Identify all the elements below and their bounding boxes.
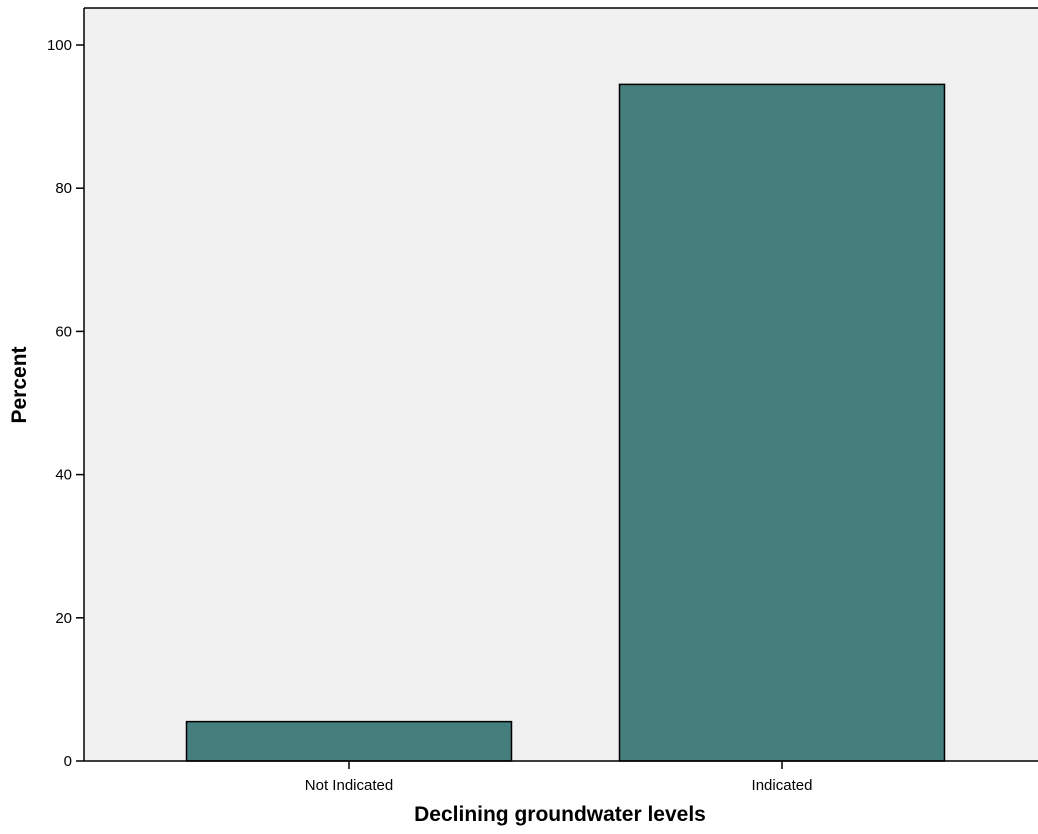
x-ticks: Not Indicated Indicated [305,761,813,794]
bar-not-indicated [185,720,513,762]
y-tick-label: 80 [55,180,72,197]
bar-indicated [618,83,946,762]
y-tick-label: 60 [55,323,72,340]
y-ticks: 0 20 40 60 80 100 [47,37,84,770]
y-tick-label: 40 [55,467,72,484]
y-tick-label: 20 [55,610,72,627]
bars-layer [185,83,946,762]
x-tick-label: Indicated [752,777,813,794]
y-tick-label: 0 [64,753,72,770]
y-tick-label: 100 [47,37,72,54]
x-tick-label: Not Indicated [305,777,393,794]
x-axis-title: Declining groundwater levels [414,803,706,826]
y-axis-title: Percent [8,346,31,423]
